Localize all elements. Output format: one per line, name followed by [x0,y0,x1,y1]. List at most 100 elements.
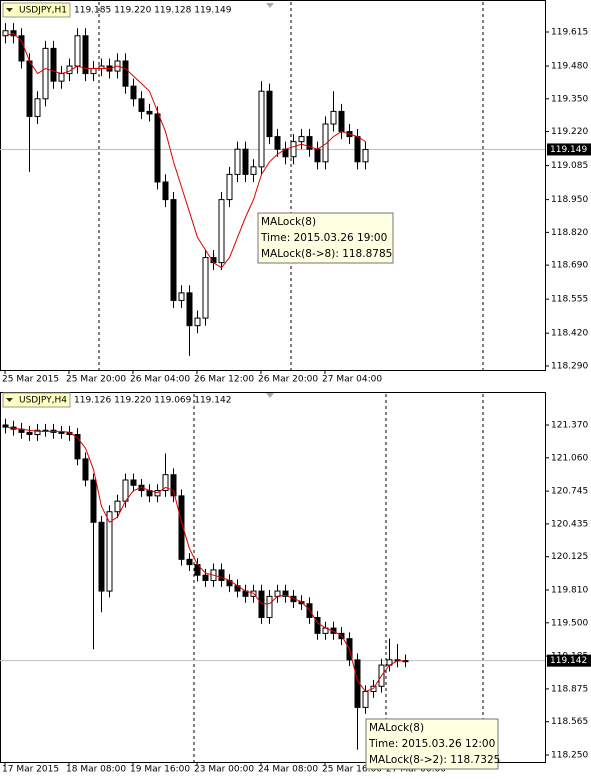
candle-body [178,292,185,301]
x-tick-label: 19 Mar 16:00 [130,765,190,775]
candle-body [258,590,265,619]
candle-body [26,60,33,117]
candle-body [178,495,185,560]
candle-body [298,136,305,143]
quote: 119.126 119.220 119.069 119.142 [74,396,231,406]
candle-body [58,73,65,82]
candle-body [162,181,169,201]
y-tick-label: 120.435 [551,519,588,529]
x-tick-label: 26 Mar 20:00 [258,375,318,385]
quote: 119.185 119.220 119.128 119.149 [74,6,232,16]
y-tick-label: 120.125 [551,552,588,562]
candle-body [42,47,49,100]
candle-body [266,90,273,138]
x-tick-label: 27 Mar 04:00 [322,375,382,385]
candle-body [202,257,209,319]
x-tick-label: 17 Mar 2015 [2,765,59,775]
candle-body [282,590,289,597]
tooltip-box [257,212,394,264]
y-tick-label: 119.350 [551,94,588,104]
y-tick-label: 118.820 [551,228,588,238]
y-tick-label: 119.220 [551,127,588,137]
candle-body [218,569,225,581]
x-tick-label: 25 Mar 16:00 [322,765,382,775]
x-tick-label: 25 Mar 20:00 [66,375,126,385]
y-tick-label: 121.370 [551,420,588,430]
candle-body [138,98,145,112]
candle-body [34,98,41,117]
candle-body [130,85,137,100]
candle-body [114,500,121,513]
candle-body [186,558,193,566]
panel: 119.615 119.480 119.350 119.220 119.085 118.9… [0,0,591,385]
shift-marker [266,3,274,8]
plot-border [0,0,546,371]
tooltip-line: Time: 2015.03.26 12:00 [368,738,495,750]
candle-body [274,590,281,597]
tooltip-line: MALock(8) [369,722,424,734]
candle-body [122,479,129,502]
y-tick-label: 118.420 [551,329,588,339]
candle-body [130,479,137,486]
y-tick-label: 118.690 [551,261,588,271]
candle-body [162,474,169,492]
candle-body [354,136,361,163]
candle-body [106,511,113,592]
candle-body [74,434,81,460]
y-tick-label: 120.745 [551,487,588,497]
candle-body [90,479,97,523]
candle-body [50,47,57,82]
tooltip-line: Time: 2015.03.26 19:00 [260,232,387,244]
symbol-box [2,2,71,18]
candle-body [26,431,33,436]
candle-body [226,173,233,201]
y-tick-label: 118.555 [551,295,588,305]
x-tick-label: 26 Mar 04:00 [130,375,190,385]
candle-body [82,35,89,75]
shift-marker [266,393,274,398]
y-tick-label: 118.565 [551,717,588,727]
symbol: USDJPY,H1 [19,6,67,16]
candle-body [170,474,177,497]
candle-body [218,199,225,264]
candle-body [2,30,9,37]
y-tick-label: 119.500 [551,618,588,628]
y-tick-label: 118.950 [551,195,588,205]
moving-average [5,426,406,693]
candle-body [74,35,81,67]
panel: 121.370 121.060 120.745 120.435 120.125 119.8… [0,392,591,775]
candle-body [194,317,201,327]
candle-body [234,148,241,175]
candle-body [314,617,321,634]
candle-body [154,490,161,497]
y-tick-label: 118.290 [551,361,588,371]
x-tick-label: 23 Mar 00:00 [194,765,254,775]
last-price-box [547,143,591,156]
candle-body [258,90,265,168]
tooltip: MALock(8) Time: 2015.03.26 19:00 MALock(8-… [257,212,394,264]
candle-body [274,136,281,150]
x-tick-label: 25 Mar 2015 [2,375,59,385]
candle-body [98,521,105,592]
last-price-box [547,654,591,667]
candle-body [362,691,369,708]
candle-body [82,458,89,481]
candle-body [90,68,97,75]
y-tick-label: 118.875 [551,684,588,694]
last-price-label: 119.142 [550,656,587,666]
candle-body [242,148,249,175]
candle-body [146,110,153,115]
symbol-box [2,392,71,408]
symbol-arrow [6,8,13,12]
candle-body [362,148,369,163]
candle-body [170,199,177,301]
moving-average [5,32,366,269]
tooltip-line: MALock(8) [261,216,316,228]
symbol-arrow [6,398,13,402]
candle-body [330,110,337,125]
y-tick-label: 118.250 [551,751,588,761]
last-price-label: 119.149 [550,145,587,155]
candle-body [290,141,297,158]
candle-body [34,429,41,436]
